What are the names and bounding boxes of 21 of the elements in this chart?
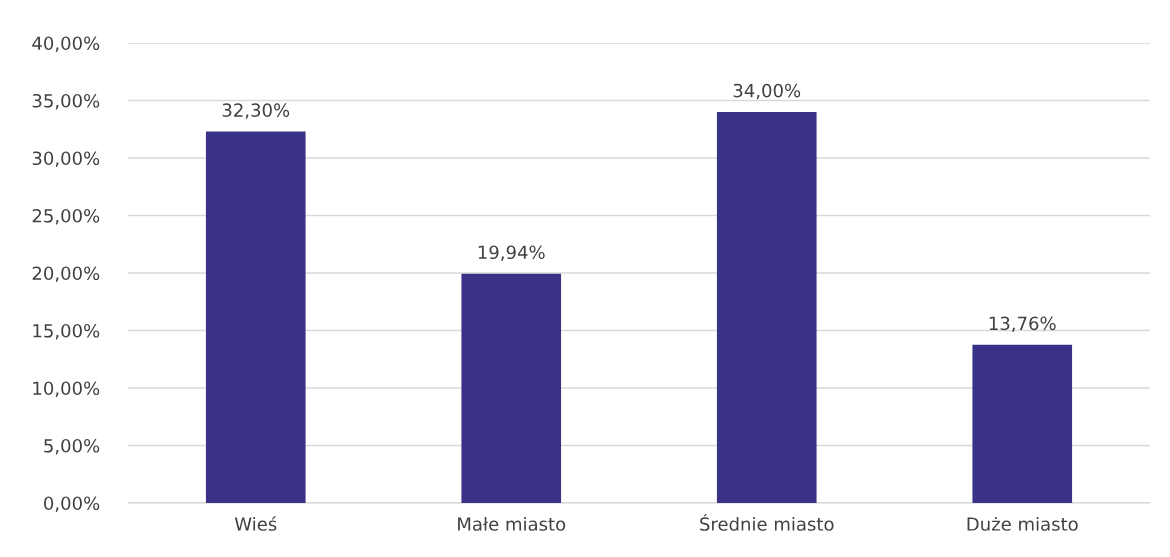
y-tick-label: 0,00%: [44, 496, 100, 512]
y-tick-label: 5,00%: [44, 438, 100, 455]
bar: [461, 273, 562, 503]
bar: [205, 131, 306, 503]
x-tick-label: Duże miasto: [967, 516, 1078, 531]
data-label: 32,30%: [222, 103, 290, 119]
x-tick-label: Wieś: [234, 516, 277, 531]
bar: [716, 112, 817, 503]
y-tick-label: 20,00%: [32, 266, 100, 282]
data-label: 19,94%: [478, 245, 545, 261]
y-tick-label: 35,00%: [32, 93, 100, 110]
data-label: 13,76%: [989, 316, 1056, 332]
y-tick-label: 40,00%: [32, 36, 100, 52]
y-tick-label: 10,00%: [33, 381, 100, 397]
y-tick-label: 30,00%: [32, 151, 100, 167]
data-label: 34,00%: [733, 83, 801, 100]
x-tick-label: Średnie miasto: [700, 513, 834, 531]
y-tick-label: 25,00%: [32, 208, 100, 225]
y-tick-label: 15,00%: [33, 323, 100, 340]
bar: [972, 344, 1073, 503]
x-tick-label: Małe miasto: [458, 516, 566, 531]
